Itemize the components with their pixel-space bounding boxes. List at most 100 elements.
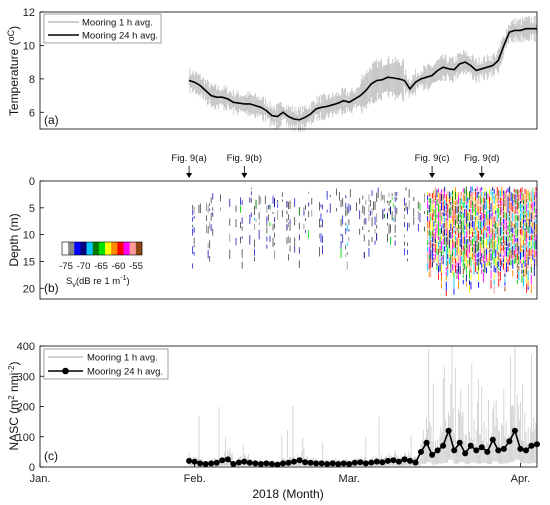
- panel-b-echo-cell: [249, 214, 251, 224]
- panel-b-echo-cell: [476, 192, 478, 199]
- panel-b-echo-cell: [506, 262, 507, 273]
- panel-b-echo-cell: [493, 216, 495, 223]
- panel-b-echo-cell: [442, 217, 444, 222]
- panel-b-echo-cell: [476, 212, 478, 216]
- panel-b-echo-cell: [513, 224, 515, 229]
- panel-b-echo-cell: [523, 249, 524, 257]
- panel-b-echo-cell: [462, 188, 464, 193]
- panel-b-echo-cell: [368, 229, 370, 233]
- panel-b-echo-cell: [462, 251, 464, 258]
- panel-b-echo-cell: [507, 188, 509, 193]
- panel-b-echo-cell: [499, 197, 501, 204]
- panel-b-echo-cell: [493, 241, 495, 248]
- panel-b-echo-cell: [250, 191, 252, 196]
- panel-b-echo-cell: [462, 236, 464, 245]
- panel-b-echo-cell: [464, 208, 466, 218]
- panel-b-echo-cell: [209, 221, 211, 229]
- panel-b-echo-cell: [526, 283, 528, 293]
- panel-c-24h-point: [285, 459, 292, 466]
- panel-b-echo-cell: [462, 195, 464, 202]
- panel-b-echo-cell: [462, 219, 464, 227]
- panel-b-echo-cell: [469, 212, 470, 221]
- panel-b-echo-cell: [490, 203, 492, 213]
- panel-b-echo-cell: [453, 190, 455, 200]
- panel-b-echo-cell: [461, 211, 463, 214]
- panel-b-echo-cell: [481, 229, 483, 236]
- panel-b-echo-cell: [518, 228, 520, 235]
- panel-b-echo-cell: [447, 260, 449, 270]
- legend-24h-label: Mooring 24 h avg.: [82, 31, 158, 42]
- panel-b-echo-cell: [478, 215, 480, 220]
- panel-b-echo-cell: [484, 192, 486, 197]
- panel-b-echo-cell: [289, 224, 291, 231]
- panel-b-echo-cell: [445, 248, 447, 257]
- panel-b-echo-cell: [305, 230, 306, 233]
- panel-b-echo-cell: [526, 199, 528, 203]
- panel-b-echo-cell: [408, 222, 410, 228]
- panel-b-echo-cell: [277, 203, 279, 208]
- panel-c-24h-point: [362, 460, 369, 467]
- panel-b-echo-cell: [192, 228, 194, 236]
- panel-b-echo-cell: [467, 244, 469, 251]
- panel-b-echo-cell: [523, 277, 524, 287]
- panel-c-y-ticks: 0 100 200 300 400: [17, 341, 44, 474]
- panel-b-echo-cell: [499, 253, 501, 257]
- panel-b-echo-cell: [533, 214, 535, 221]
- panel-b-echo-cell: [298, 234, 300, 241]
- panel-b-echo-cell: [388, 192, 390, 198]
- panel-b-echo-cell: [509, 197, 511, 202]
- panel-b-echo-cell: [473, 265, 475, 275]
- panel-b-echo-cell: [472, 214, 473, 221]
- panel-b-echo-cell: [521, 225, 523, 228]
- panel-b-echo-cell: [240, 221, 241, 229]
- panel-b-echo-cell: [441, 265, 442, 273]
- panel-b-echo-cell: [476, 225, 478, 233]
- panel-b-echo-cell: [496, 269, 498, 274]
- panel-b-echo-cell: [472, 231, 473, 237]
- panel-b-echo-cell: [464, 201, 466, 205]
- panel-b-echo-cell: [458, 233, 459, 239]
- panel-b-echo-cell: [438, 212, 439, 221]
- panel-b-echo-cell: [458, 254, 459, 263]
- panel-b-echo-cell: [436, 263, 438, 266]
- panel-b-echo-cell: [475, 216, 477, 221]
- panel-b-echo-cell: [532, 240, 534, 248]
- panel-c-ytick-label: 300: [17, 371, 35, 383]
- panel-b-echo-cell: [428, 254, 430, 261]
- panel-b-echo-cell: [459, 198, 461, 201]
- panel-b-echo-cell: [504, 256, 506, 266]
- panel-b-echo-cell: [319, 202, 320, 211]
- panel-b-echo-cell: [465, 196, 467, 201]
- panel-b-echo-cell: [498, 208, 500, 219]
- panel-b-echo-cell: [516, 280, 518, 285]
- panel-b-echo-cell: [490, 213, 492, 217]
- panel-b-echo-cell: [207, 205, 209, 214]
- panel-b-echo-cell: [470, 239, 472, 247]
- panel-b-echo-cell: [475, 235, 477, 240]
- panel-b-echo-cell: [501, 236, 503, 241]
- panel-b-echo-cell: [456, 215, 458, 225]
- panel-b-echo-cell: [439, 245, 441, 253]
- panel-b-echo-cell: [388, 207, 390, 212]
- panel-b-echo-cell: [493, 285, 495, 294]
- colorbar-swatch: [129, 242, 137, 255]
- panel-b-echo-cell: [453, 251, 455, 257]
- panel-b-echo-cell: [482, 239, 484, 249]
- colorbar: -75 -70 -65 -60 -55 Sv(dB re 1 m-1): [59, 241, 143, 289]
- panel-b-echo-cell: [390, 200, 391, 203]
- panel-b-echo-cell: [521, 192, 523, 198]
- panel-b-echo-cell: [452, 190, 453, 195]
- panel-b-echo-cell: [442, 201, 444, 211]
- panel-b-echo-cell: [526, 275, 528, 283]
- panel-b-echo-cell: [533, 250, 535, 259]
- panel-b-echo-cell: [383, 194, 385, 203]
- panel-b-echo-cell: [448, 257, 450, 265]
- panel-b-echo-cell: [482, 196, 484, 205]
- panel-b-echo-cell: [391, 193, 393, 197]
- panel-b-echo-cell: [288, 214, 289, 220]
- panel-b-echo-cell: [455, 241, 456, 249]
- panel-b-annotation-label: Fig. 9(b): [227, 153, 262, 164]
- panel-b-echo-cell: [527, 190, 529, 198]
- panel-b-echo-cell: [499, 237, 501, 243]
- panel-b-echo-cell: [456, 246, 458, 256]
